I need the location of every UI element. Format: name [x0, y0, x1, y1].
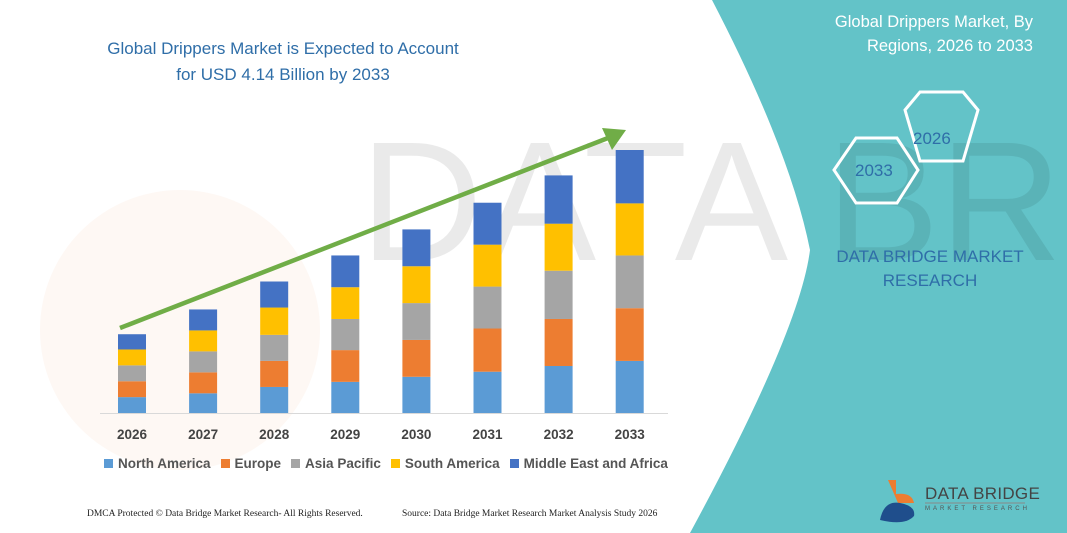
legend-item-south-america: South America	[390, 456, 500, 471]
x-tick-label: 2033	[615, 427, 646, 442]
legend-item-europe: Europe	[220, 456, 282, 471]
stacked-bar-chart: 2026 2027 2028 2029 2030 2031 2032 2033	[100, 128, 668, 442]
bar-segment-2027-4	[189, 309, 218, 331]
bar-segment-2029-3	[331, 287, 360, 319]
trend-arrow-line	[119, 135, 609, 331]
x-tick-label: 2029	[330, 427, 360, 442]
hexagon-2033	[832, 136, 920, 205]
bar-segment-2032-2	[544, 270, 573, 319]
bar-segment-2028-2	[260, 334, 289, 361]
bar-segment-2028-3	[260, 307, 289, 335]
legend-item-middle-east-africa: Middle East and Africa	[509, 456, 668, 471]
bar-segment-2027-2	[189, 351, 218, 373]
x-tick-label: 2028	[259, 427, 290, 442]
legend-swatch	[220, 459, 230, 468]
bar-segment-2033-1	[615, 308, 644, 361]
legend-label: Europe	[234, 456, 282, 471]
bar-segment-2028-4	[260, 281, 289, 308]
copyright-text: DMCA Protected © Data Bridge Market Rese…	[87, 509, 363, 519]
bar-segment-2029-1	[331, 350, 360, 382]
bar-segment-2027-1	[189, 372, 218, 394]
x-tick-label: 2030	[401, 427, 431, 442]
bar-segment-2032-3	[544, 223, 573, 271]
x-tick-label: 2026	[117, 427, 148, 442]
bar-segment-2033-4	[615, 150, 644, 204]
bar-segment-2030-0	[402, 376, 431, 413]
bar-segment-2033-0	[615, 360, 644, 413]
x-tick-label: 2027	[188, 427, 218, 442]
legend-swatch	[104, 459, 113, 468]
bar-segment-2026-2	[118, 365, 146, 382]
bar-segment-2027-0	[189, 393, 218, 413]
bar-segment-2026-1	[118, 381, 146, 398]
bar-segment-2029-0	[331, 381, 360, 413]
source-text: Source: Data Bridge Market Research Mark…	[402, 509, 658, 519]
side-panel-title: Global Drippers Market, By Regions, 2026…	[834, 13, 1033, 55]
bar-segment-2026-0	[118, 397, 146, 413]
hex-start-year: 2026	[913, 129, 951, 148]
bar-segment-2031-4	[473, 202, 502, 245]
legend-swatch	[390, 459, 400, 468]
legend-label: Middle East and Africa	[523, 456, 668, 471]
trend-arrow-head	[602, 128, 626, 150]
x-tick-label: 2031	[472, 427, 503, 442]
bar-segment-2029-4	[331, 255, 360, 288]
legend-label: North America	[118, 456, 211, 471]
bar-segment-2032-4	[544, 175, 573, 224]
bar-segment-2026-4	[118, 334, 146, 350]
bar-segment-2030-1	[402, 339, 431, 377]
bar-segment-2032-1	[544, 318, 573, 366]
legend-swatch	[509, 459, 519, 468]
hexagon-2026	[903, 90, 980, 163]
bar-segment-2033-3	[615, 203, 644, 256]
legend-item-north-america: North America	[104, 456, 211, 471]
bar-segment-2030-4	[402, 229, 431, 267]
bar-segment-2029-2	[331, 318, 360, 351]
bar-segment-2028-0	[260, 386, 289, 413]
x-tick-label: 2032	[544, 427, 574, 442]
legend-label: South America	[404, 456, 500, 471]
bar-segment-2030-3	[402, 266, 431, 304]
logo-icon	[880, 480, 1025, 523]
bar-segment-2031-1	[473, 328, 502, 372]
hex-end-year: 2033	[855, 161, 893, 180]
bar-segment-2030-2	[402, 303, 431, 340]
legend-swatch	[291, 459, 301, 468]
chart-title: Global Drippers Market is Expected to Ac…	[107, 39, 459, 84]
bar-segment-2031-2	[473, 286, 502, 329]
bar-segment-2033-2	[615, 255, 644, 309]
bar-segment-2028-1	[260, 360, 289, 387]
logo-subtext: MARKET RESEARCH	[925, 506, 1030, 512]
legend-item-asia-pacific: Asia Pacific	[291, 456, 381, 471]
bar-segment-2031-0	[473, 371, 502, 413]
logo-text: DATA BRIDGE	[925, 484, 1041, 503]
bar-segment-2031-3	[473, 244, 502, 287]
brand-text: DATA BRIDGE MARKET RESEARCH	[836, 247, 1024, 290]
bar-segment-2026-3	[118, 349, 146, 366]
watermark-logo	[40, 190, 320, 470]
legend: North America Europe Asia Pacific South …	[104, 456, 668, 471]
legend-label: Asia Pacific	[305, 456, 381, 471]
bar-segment-2032-0	[544, 365, 573, 413]
bar-segment-2027-3	[189, 330, 218, 352]
teal-side-panel	[690, 0, 1067, 533]
